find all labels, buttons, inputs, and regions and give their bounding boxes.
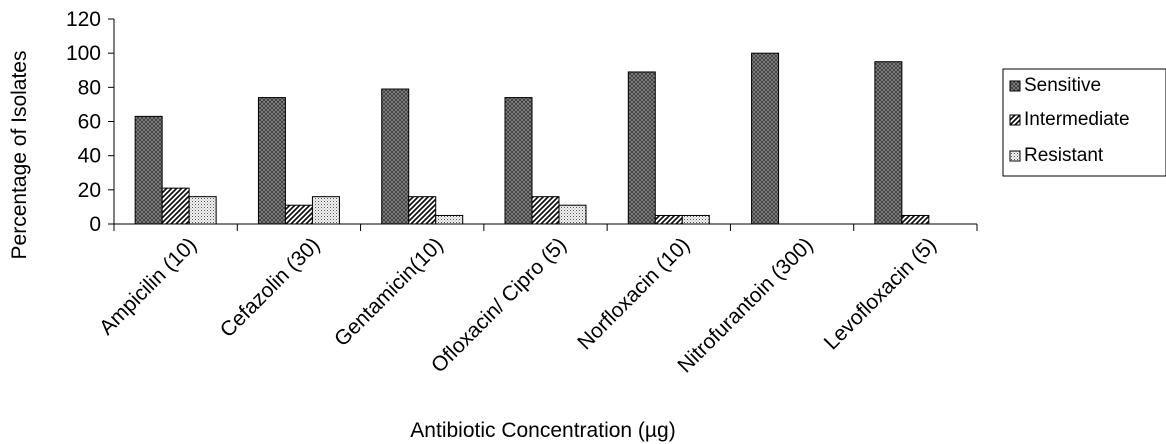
x-axis-title: Antibiotic Concentration (µg): [410, 419, 675, 442]
bars: [134, 52, 930, 225]
category-label: Cefazolin (30): [216, 233, 325, 342]
bar-intermediate-0: [161, 187, 190, 225]
category-label: Nitrofurantoin (300): [673, 233, 817, 377]
legend-swatch-sensitive: [1009, 80, 1021, 92]
y-tick-label: 40: [78, 145, 101, 168]
legend-frame: [1002, 68, 1166, 177]
bar-intermediate-1: [284, 204, 313, 225]
legend: Sensitive Intermediate Resistant: [1002, 68, 1166, 177]
y-tick-label: 80: [78, 76, 101, 99]
category-label: Ampicilin (10): [95, 233, 201, 339]
bar-resistant-2: [435, 214, 464, 225]
category-label: Ofloxacin/ Cipro (5): [427, 233, 571, 377]
y-tick-label: 100: [66, 42, 101, 65]
y-tick-label: 0: [89, 213, 101, 236]
bar-sensitive-0: [134, 115, 163, 225]
legend-label-sensitive: Sensitive: [1024, 75, 1101, 96]
bar-resistant-4: [681, 214, 710, 225]
bar-intermediate-3: [531, 196, 560, 225]
y-axis: 0 20 40 60 80 100 120: [66, 8, 115, 236]
legend-label-intermediate: Intermediate: [1024, 109, 1130, 130]
y-tick-label: 20: [78, 179, 101, 202]
category-label: Norfloxacin (10): [573, 233, 694, 354]
bar-resistant-3: [558, 204, 587, 225]
bar-resistant-0: [188, 196, 217, 225]
bar-intermediate-2: [408, 196, 437, 225]
bar-resistant-1: [311, 196, 340, 225]
bar-intermediate-6: [901, 214, 930, 225]
y-tick-label: 120: [66, 8, 101, 31]
y-tick-label: 60: [78, 111, 101, 134]
category-label: Gentamicin(10): [330, 233, 448, 351]
bar-sensitive-5: [751, 52, 780, 225]
legend-label-resistant: Resistant: [1024, 145, 1104, 166]
category-label: Levofloxacin (5): [820, 233, 941, 354]
legend-swatch-intermediate: [1009, 114, 1021, 126]
bar-intermediate-4: [654, 214, 683, 225]
y-axis-title: Percentage of Isolates: [8, 51, 31, 260]
x-axis: [113, 223, 978, 231]
bar-sensitive-1: [257, 97, 286, 225]
bar-sensitive-2: [381, 88, 410, 225]
y-axis-title-group: Percentage of Isolates: [8, 51, 31, 260]
bar-sensitive-6: [874, 61, 903, 225]
bar-sensitive-4: [627, 71, 656, 225]
bar-sensitive-3: [504, 97, 533, 225]
category-labels: Ampicilin (10) Cefazolin (30) Gentamicin(1…: [95, 233, 941, 377]
legend-swatch-resistant: [1009, 150, 1021, 162]
